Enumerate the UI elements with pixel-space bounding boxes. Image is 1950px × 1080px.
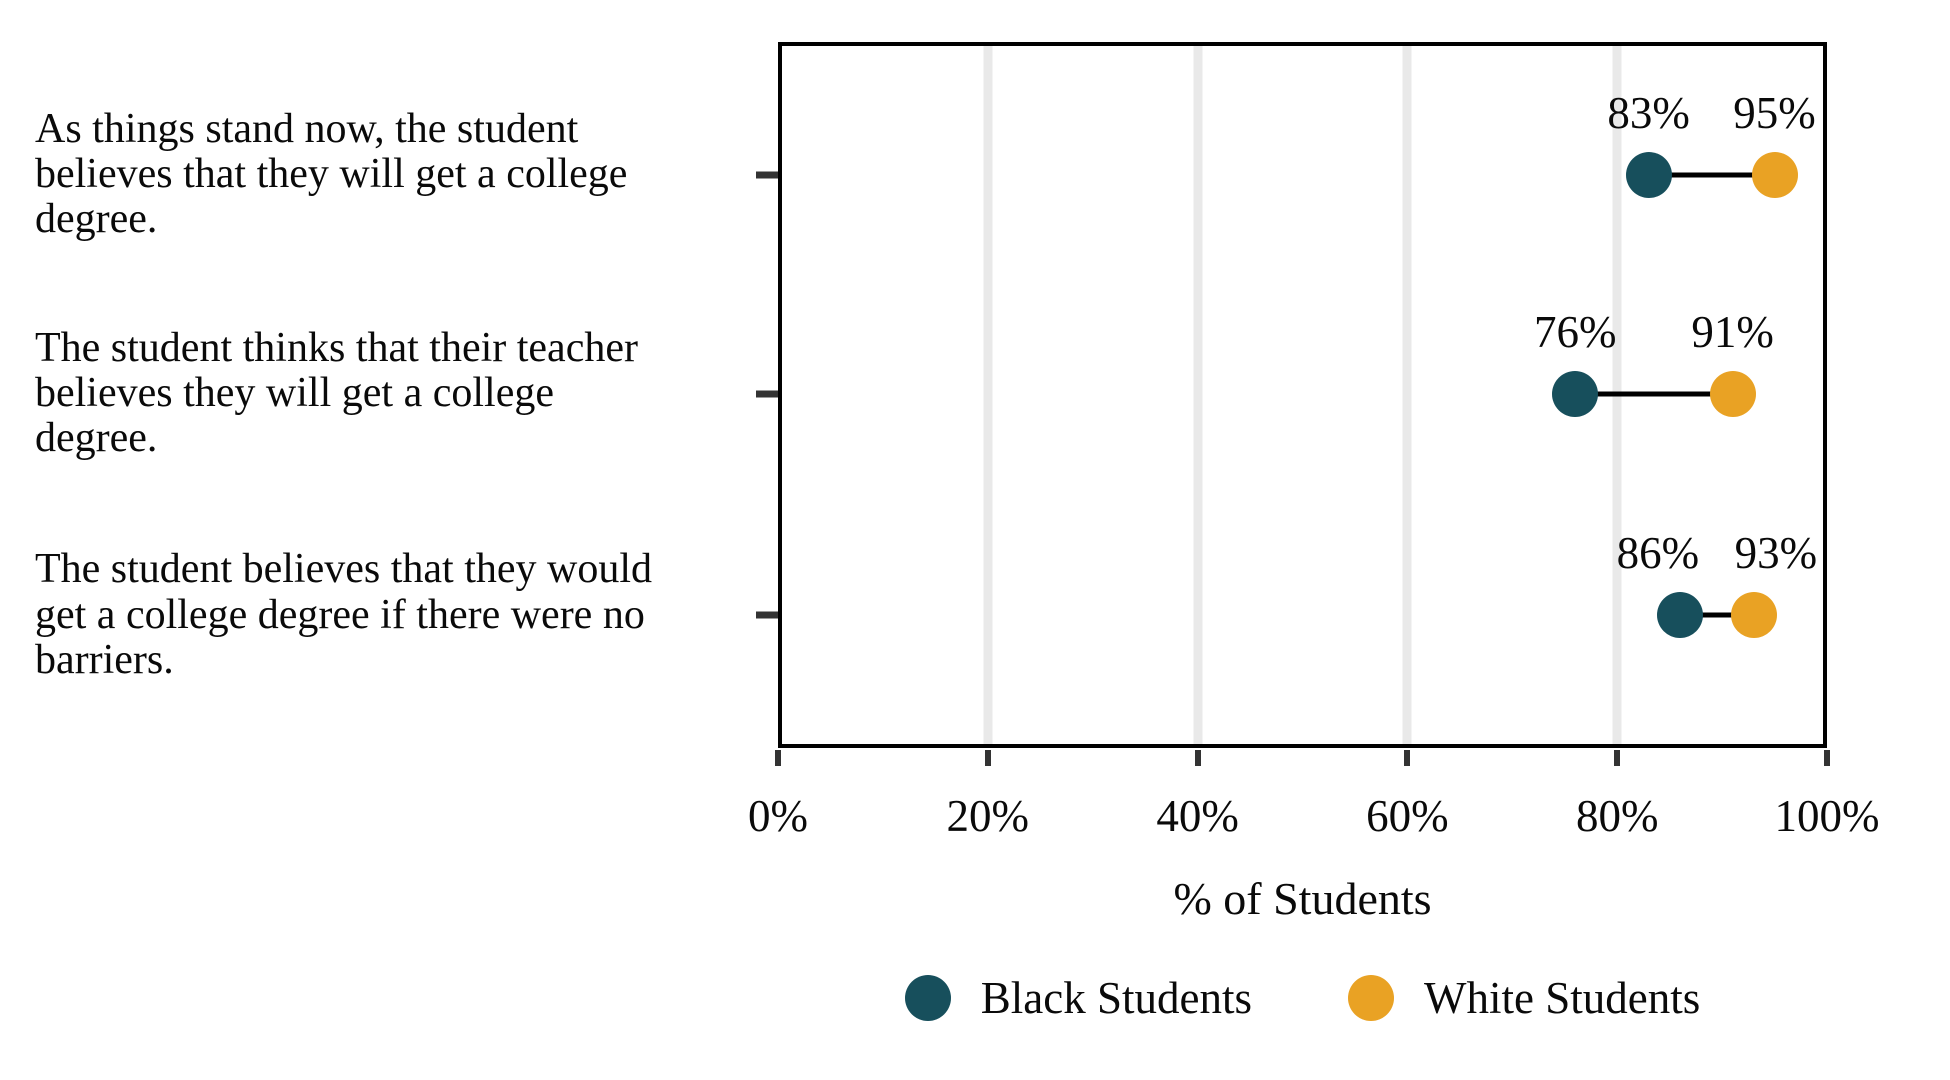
- category-label-1: The student thinks that their teacher be…: [35, 324, 638, 462]
- white-students-dot-1: [1709, 370, 1756, 417]
- white-students-value-label-0: 95%: [1733, 87, 1816, 138]
- x-axis-tick-60%: [1404, 750, 1411, 766]
- black-students-dot-2: [1657, 592, 1704, 639]
- x-axis-tick-label-20%: 20%: [946, 791, 1030, 841]
- white-students-dot-0: [1751, 151, 1798, 198]
- black-students-value-label-0: 83%: [1607, 87, 1690, 138]
- black-students-dot-1: [1552, 370, 1599, 417]
- legend: Black Students White Students: [778, 972, 1827, 1024]
- connector-line-1: [1575, 391, 1733, 397]
- x-axis-tick-20%: [984, 750, 991, 766]
- connector-line-0: [1648, 172, 1775, 178]
- black-students-value-label-1: 76%: [1533, 306, 1617, 357]
- black-students-legend-label: Black Students: [980, 973, 1252, 1023]
- white-students-legend-dot: [1348, 975, 1394, 1021]
- x-axis-tick-0%: [775, 750, 781, 766]
- x-axis-title: % of Students: [1173, 873, 1432, 924]
- gridline-40: [1193, 42, 1203, 748]
- white-students-value-label-1: 91%: [1691, 306, 1774, 357]
- black-students-dot-0: [1625, 151, 1672, 198]
- category-label-0: As things stand now, the student believe…: [35, 105, 628, 243]
- white-students-value-label-2: 93%: [1734, 528, 1818, 579]
- category-label-2: The student believes that they would get…: [35, 546, 653, 683]
- x-axis-tick-100%: [1824, 750, 1830, 766]
- y-axis-tick-0: [756, 171, 778, 179]
- legend-item-black-students: Black Students: [904, 972, 1252, 1024]
- plot-area: 83% 95% 76% 91% 86% 93%: [756, 42, 1827, 748]
- x-axis-tick-label-100%: 100%: [1774, 791, 1880, 841]
- x-axis-tick-40%: [1194, 750, 1201, 766]
- y-axis-tick-2: [756, 611, 778, 619]
- gridline-60: [1402, 42, 1412, 748]
- legend-item-white-students: White Students: [1348, 972, 1700, 1024]
- black-students-value-label-2: 86%: [1616, 528, 1700, 579]
- x-axis-tick-label-0%: 0%: [748, 791, 808, 841]
- y-axis-tick-1: [756, 390, 778, 398]
- white-students-legend-label: White Students: [1424, 973, 1701, 1023]
- white-students-dot-2: [1730, 592, 1777, 639]
- x-axis-tick-label-60%: 60%: [1366, 791, 1449, 841]
- x-axis-tick-label-40%: 40%: [1156, 791, 1239, 841]
- gridline-20: [983, 42, 993, 748]
- x-axis-tick-80%: [1614, 750, 1621, 766]
- black-students-legend-dot: [904, 975, 951, 1021]
- connector-line-2: [1680, 612, 1754, 618]
- x-axis-tick-label-80%: 80%: [1575, 791, 1659, 841]
